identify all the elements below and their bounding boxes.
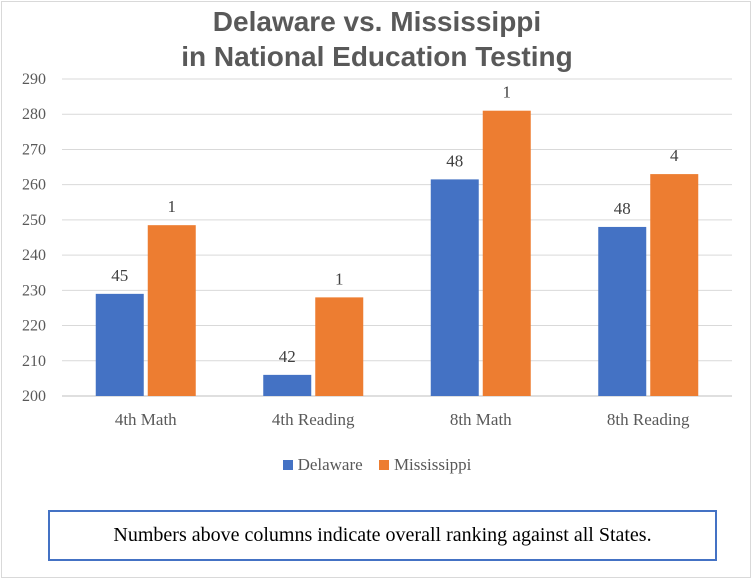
bar-mississippi-4th-reading xyxy=(315,297,364,396)
legend-item-delaware: Delaware xyxy=(282,455,363,475)
x-tick-label-4th-math: 4th Math xyxy=(115,410,177,429)
y-tick-label-250: 250 xyxy=(22,212,46,229)
y-tick-label-230: 230 xyxy=(22,282,46,299)
x-tick-label-8th-reading: 8th Reading xyxy=(607,410,690,429)
y-tick-label-240: 240 xyxy=(22,247,46,264)
data-label-mississippi-8th-reading: 4 xyxy=(670,146,679,165)
data-label-delaware-8th-math: 48 xyxy=(446,151,463,170)
x-tick-label-4th-reading: 4th Reading xyxy=(272,410,355,429)
y-tick-label-260: 260 xyxy=(22,177,46,194)
bar-delaware-4th-reading xyxy=(263,374,312,396)
ranking-note: Numbers above columns indicate overall r… xyxy=(48,510,717,561)
data-label-delaware-4th-math: 45 xyxy=(111,266,128,285)
y-tick-label-270: 270 xyxy=(22,141,46,158)
y-tick-label-280: 280 xyxy=(22,106,46,123)
bar-mississippi-8th-reading xyxy=(650,174,699,396)
data-label-delaware-4th-reading: 42 xyxy=(279,347,296,366)
chart-title-line-2: in National Education Testing xyxy=(181,41,573,72)
bar-delaware-4th-math xyxy=(95,293,144,396)
legend-item-mississippi: Mississippi xyxy=(378,455,472,475)
data-label-delaware-8th-reading: 48 xyxy=(614,199,631,218)
legend: Delaware Mississippi xyxy=(0,455,754,475)
bar-delaware-8th-math xyxy=(430,179,479,396)
y-tick-label-290: 290 xyxy=(22,71,46,88)
bar-mississippi-8th-math xyxy=(482,110,531,396)
chart-title: Delaware vs. Mississippi in National Edu… xyxy=(0,4,754,74)
ranking-note-text: Numbers above columns indicate overall r… xyxy=(113,524,652,546)
legend-swatch-delaware xyxy=(282,460,293,470)
legend-label-delaware: Delaware xyxy=(297,455,363,474)
bar-mississippi-4th-math xyxy=(147,225,196,396)
data-label-mississippi-4th-reading: 1 xyxy=(335,269,344,288)
y-tick-label-210: 210 xyxy=(22,353,46,370)
legend-swatch-mississippi xyxy=(378,460,389,470)
bar-delaware-8th-reading xyxy=(598,226,647,396)
chart-title-line-1: Delaware vs. Mississippi xyxy=(212,6,542,37)
y-tick-label-200: 200 xyxy=(22,388,46,405)
x-tick-label-8th-math: 8th Math xyxy=(450,410,512,429)
data-label-mississippi-8th-math: 1 xyxy=(503,83,512,102)
legend-label-mississippi: Mississippi xyxy=(393,455,472,474)
data-label-mississippi-4th-math: 1 xyxy=(168,197,177,216)
y-tick-label-220: 220 xyxy=(22,318,46,335)
